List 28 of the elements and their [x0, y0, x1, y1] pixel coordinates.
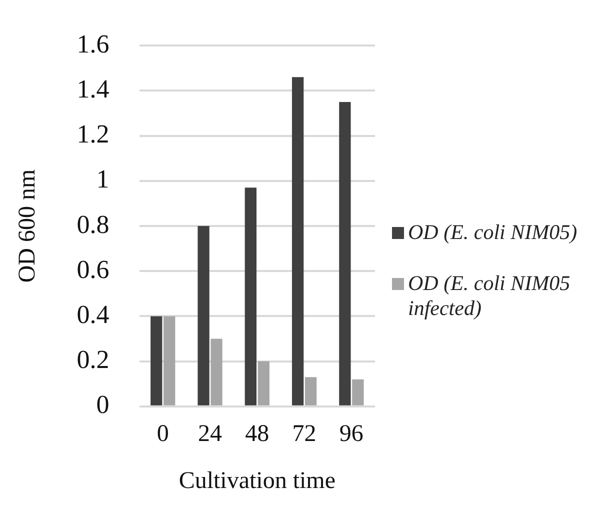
x-axis-title: Cultivation time: [178, 468, 336, 494]
x-tick-label: 72: [292, 421, 316, 448]
y-tick-label: 1.2: [76, 120, 110, 149]
bar: [339, 102, 351, 406]
bar: [304, 377, 317, 406]
bar: [164, 316, 176, 406]
bar: [352, 379, 364, 406]
bar: [292, 77, 304, 406]
bar: [210, 338, 222, 406]
bar: [244, 188, 256, 406]
bar: [258, 361, 270, 406]
y-axis-title: OD 600 nm: [14, 169, 41, 283]
x-tick-label: 24: [198, 421, 222, 448]
y-tick-label: 0.6: [76, 254, 110, 284]
y-tick-label: 1.6: [76, 29, 110, 58]
y-tick-label: 1: [96, 164, 110, 194]
x-tick-label: 0: [156, 421, 169, 448]
y-tick-label: 0.2: [76, 345, 110, 374]
legend-label: OD (E. coli NIM05 infected): [408, 271, 572, 321]
y-tick-label: 0.8: [76, 210, 110, 239]
x-tick-label: 48: [245, 421, 270, 448]
bar: [150, 316, 162, 406]
x-tick-label: 96: [339, 421, 364, 448]
y-tick-label: 0.4: [76, 300, 110, 330]
y-tick-label: 0: [96, 390, 110, 420]
legend-label: OD (E. coli NIM05): [408, 220, 578, 245]
y-tick-label: 1.4: [76, 74, 110, 104]
bar: [198, 226, 210, 406]
